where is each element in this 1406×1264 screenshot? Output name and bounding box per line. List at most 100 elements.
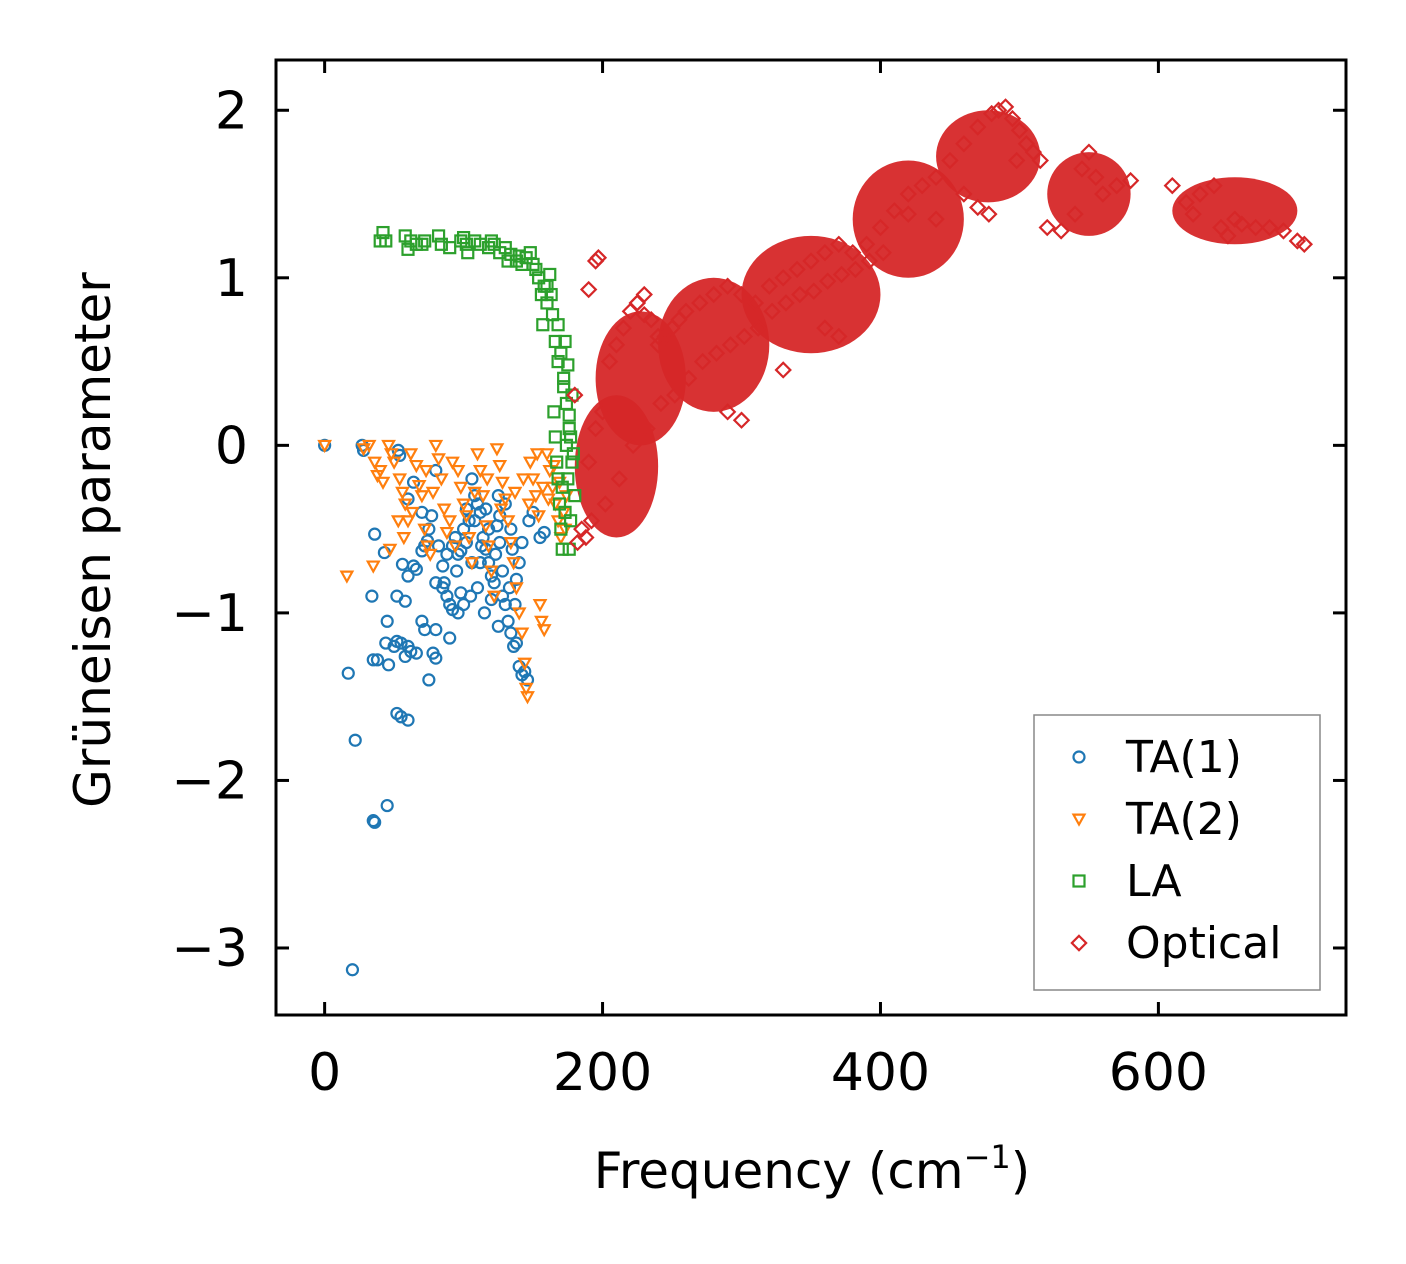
ta-1-point xyxy=(450,564,464,578)
optical-point xyxy=(899,205,917,223)
ta-2-point xyxy=(414,490,430,504)
ta-1-point xyxy=(366,653,380,667)
optical-point xyxy=(899,185,917,203)
ta-1-point xyxy=(380,614,394,628)
optical-point xyxy=(927,210,945,228)
ta-2-point xyxy=(536,624,552,638)
optical-point xyxy=(996,98,1015,116)
optical-point xyxy=(980,205,998,223)
la-point xyxy=(544,287,558,302)
la-point xyxy=(431,229,446,243)
ta-1-point xyxy=(443,631,457,645)
plot-frame xyxy=(274,58,1348,1017)
ta-1-point xyxy=(504,522,518,536)
ta-1-point xyxy=(484,592,498,607)
optical-point xyxy=(566,386,584,404)
optical-point xyxy=(874,243,892,262)
ta-2-point xyxy=(529,448,545,462)
optical-point xyxy=(791,285,809,304)
y-tick-label: 0 xyxy=(215,416,248,476)
ta-2-point xyxy=(534,615,549,630)
ta-1-point xyxy=(491,619,505,633)
ta-2-point xyxy=(481,540,496,554)
ta-2-point xyxy=(383,448,399,462)
ta-1-point xyxy=(482,556,496,570)
ta-2-point xyxy=(484,565,499,579)
optical-point xyxy=(788,260,806,279)
ta-1-point xyxy=(425,509,439,523)
optical-point xyxy=(649,327,667,346)
ta-1-point xyxy=(465,472,479,486)
optical-point xyxy=(652,394,670,413)
optical-point xyxy=(816,243,834,262)
ta-2-point xyxy=(459,510,474,524)
ta-1-point xyxy=(368,527,382,541)
ta-1-point xyxy=(431,539,446,553)
ta-2-point xyxy=(506,557,521,571)
la-point xyxy=(547,405,561,419)
optical-point xyxy=(586,419,605,438)
la-point xyxy=(415,237,429,251)
optical-point xyxy=(624,436,642,455)
y-axis-title: Grüneisen parameter xyxy=(64,272,122,808)
optical-point xyxy=(680,369,698,388)
ta-2-point xyxy=(317,439,333,454)
ta-2-point xyxy=(392,473,408,487)
ta-2-point xyxy=(445,456,460,470)
ta-2-point xyxy=(472,464,488,479)
ta-2-point xyxy=(417,523,433,537)
legend-marker-la xyxy=(1072,874,1086,888)
optical-point xyxy=(969,198,987,217)
optical-point xyxy=(1038,218,1056,237)
ta-1-point xyxy=(401,713,415,727)
la-point xyxy=(561,358,575,372)
ta-2-point xyxy=(520,691,535,705)
ta-2-point xyxy=(375,476,391,490)
optical-point xyxy=(830,235,848,254)
optical-point xyxy=(1246,218,1265,237)
y-tick-label: 1 xyxy=(215,249,248,309)
ta-1-point xyxy=(498,597,512,612)
ta-2-point xyxy=(470,448,485,462)
la-point xyxy=(456,230,471,245)
optical-point xyxy=(1087,168,1105,186)
ta-1-point xyxy=(409,646,423,660)
ta-2-point xyxy=(475,490,491,504)
ta-2-point xyxy=(447,540,463,554)
x-tick-label: 200 xyxy=(553,1043,652,1103)
ta-1-point xyxy=(401,639,415,654)
optical-point xyxy=(691,294,709,312)
ta-2-point xyxy=(418,464,434,479)
optical-point xyxy=(802,252,820,270)
ta-1-point xyxy=(381,658,396,672)
la-point xyxy=(376,225,390,240)
ta-1-point xyxy=(341,666,355,680)
optical-point xyxy=(749,319,767,337)
optical-point xyxy=(1007,151,1026,170)
optical-point xyxy=(774,361,792,379)
ta-2-point xyxy=(467,486,483,501)
optical-point xyxy=(732,411,751,429)
ta-2-point xyxy=(522,456,538,470)
ta-1-point xyxy=(368,815,382,829)
optical-point xyxy=(707,344,726,362)
ta-1-point xyxy=(504,626,518,640)
ta-1-point xyxy=(482,522,496,536)
optical-point xyxy=(579,280,598,299)
ta-1-point xyxy=(370,653,385,667)
ta-2-point xyxy=(464,557,480,571)
ta-2-point xyxy=(539,448,555,462)
ta-2-point xyxy=(528,490,544,504)
optical-point xyxy=(1226,210,1244,228)
ta-1-point xyxy=(518,664,532,679)
ta-2-point xyxy=(540,493,556,507)
la-point xyxy=(557,380,571,394)
la-point xyxy=(555,480,569,494)
la-point xyxy=(551,472,565,486)
la-point xyxy=(551,354,565,369)
optical-point xyxy=(989,101,1008,119)
ta-1-point xyxy=(509,636,524,650)
ta-2-point xyxy=(486,590,502,604)
optical-point xyxy=(582,512,601,530)
ta-1-point xyxy=(495,564,510,578)
